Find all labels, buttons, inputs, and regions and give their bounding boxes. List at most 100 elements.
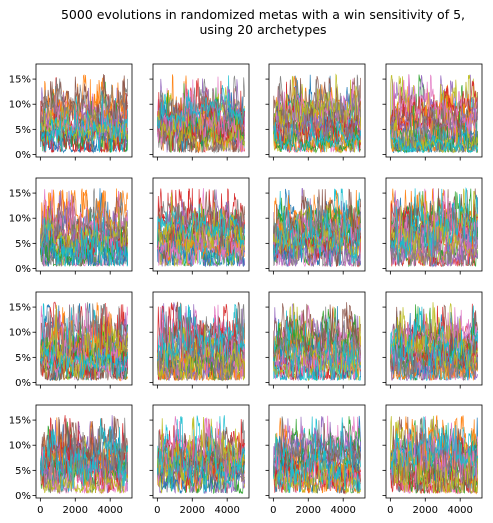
subplot-r4-c3: 0 2000 4000 xyxy=(265,404,366,516)
axes-frame xyxy=(385,63,483,158)
x-tick-label: 4000 xyxy=(447,505,472,516)
chart-title: 5000 evolutions in randomized metas with… xyxy=(61,7,465,22)
axes-frame xyxy=(268,291,366,386)
y-tick-label: 10% xyxy=(9,100,31,111)
axes-frame xyxy=(152,177,250,272)
series-group xyxy=(390,415,478,495)
series-line xyxy=(273,303,361,360)
series-line xyxy=(390,302,478,376)
axes-frame xyxy=(385,291,483,386)
series-line xyxy=(157,416,245,494)
subplot-r1-c1: 0% 5% 10% 15% xyxy=(9,63,133,161)
subplot-r2-c1: 0% 5% 10% 15% xyxy=(9,177,133,275)
x-tick-label: 0 xyxy=(270,505,276,516)
series-group xyxy=(40,415,128,495)
series-line xyxy=(273,74,361,145)
y-tick-label: 15% xyxy=(9,416,31,427)
series-line xyxy=(40,304,128,381)
series-line xyxy=(390,346,478,382)
axes-frame xyxy=(152,291,250,386)
series-line xyxy=(273,338,361,381)
series-line xyxy=(273,417,361,494)
axes-frame xyxy=(268,177,366,272)
subplot-r4-c2: 0 2000 4000 xyxy=(149,404,250,516)
axes-frame xyxy=(35,404,133,499)
series-line xyxy=(273,416,361,474)
subplot-r3-c3 xyxy=(265,291,366,389)
x-tick-label: 0 xyxy=(37,505,43,516)
series-group xyxy=(390,74,478,154)
y-tick-label: 10% xyxy=(9,214,31,225)
series-line xyxy=(273,219,361,267)
axes-frame xyxy=(35,177,133,272)
series-line xyxy=(157,192,245,266)
subplot-r4-c4: 0 2000 4000 xyxy=(382,404,483,516)
series-line xyxy=(40,468,128,495)
series-line xyxy=(157,109,245,152)
series-line xyxy=(40,337,128,381)
axes-frame xyxy=(268,63,366,158)
series-line xyxy=(390,305,478,376)
y-tick-label: 5% xyxy=(15,239,31,250)
x-tick-label: 4000 xyxy=(330,505,355,516)
series-group xyxy=(40,301,128,382)
x-tick-label: 2000 xyxy=(180,505,205,516)
series-line xyxy=(157,85,245,130)
series-group xyxy=(273,187,361,268)
subplot-r1-c2 xyxy=(149,63,250,161)
series-line xyxy=(157,303,245,369)
x-tick-label: 2000 xyxy=(296,505,321,516)
series-line xyxy=(390,74,478,143)
series-line xyxy=(273,460,361,494)
axes-frame xyxy=(35,63,133,158)
series-line xyxy=(273,331,361,363)
series-line xyxy=(390,188,478,257)
axes-frame xyxy=(385,404,483,499)
series-line xyxy=(40,302,128,368)
y-tick-label: 0% xyxy=(15,264,31,275)
subplot-r3-c2 xyxy=(149,291,250,389)
subplot-grid: 0% 5% 10% 15% 0% 5% 10% 15% 0% 5% 10% 15% 0% 5% 10% 15%… xyxy=(9,63,483,516)
x-tick-label: 0 xyxy=(387,505,393,516)
series-line xyxy=(273,317,361,382)
series-line xyxy=(40,190,128,267)
series-group xyxy=(273,73,361,154)
series-line xyxy=(273,416,361,474)
series-group xyxy=(40,188,128,268)
x-tick-label: 2000 xyxy=(413,505,438,516)
y-tick-label: 15% xyxy=(9,75,31,86)
series-group xyxy=(273,302,361,382)
series-line xyxy=(273,73,361,140)
series-line xyxy=(40,212,128,267)
subplot-r2-c3 xyxy=(265,177,366,275)
series-line xyxy=(390,98,478,142)
y-tick-label: 0% xyxy=(15,378,31,389)
series-line xyxy=(273,327,361,381)
y-tick-label: 15% xyxy=(9,189,31,200)
subplot-r2-c2 xyxy=(149,177,250,275)
series-line xyxy=(40,78,128,131)
axes-frame xyxy=(152,404,250,499)
x-tick-label: 4000 xyxy=(97,505,122,516)
axes-frame xyxy=(268,404,366,499)
axes-frame xyxy=(35,291,133,386)
series-line xyxy=(273,218,361,261)
subplot-r3-c1: 0% 5% 10% 15% xyxy=(9,291,133,389)
series-line xyxy=(40,106,128,146)
series-line xyxy=(273,423,361,471)
y-tick-label: 0% xyxy=(15,491,31,502)
series-line xyxy=(273,200,361,266)
series-line xyxy=(390,416,478,492)
y-tick-label: 5% xyxy=(15,353,31,364)
x-tick-label: 0 xyxy=(154,505,160,516)
series-group xyxy=(390,302,478,382)
subplot-r4-c1: 0% 5% 10% 15% 0 2000 4000 xyxy=(9,404,133,516)
series-group xyxy=(40,74,128,154)
series-group xyxy=(157,74,245,154)
subplot-r1-c4 xyxy=(382,63,483,161)
series-group xyxy=(157,188,245,268)
series-line xyxy=(40,312,128,364)
series-line xyxy=(390,416,478,480)
y-tick-label: 10% xyxy=(9,328,31,339)
